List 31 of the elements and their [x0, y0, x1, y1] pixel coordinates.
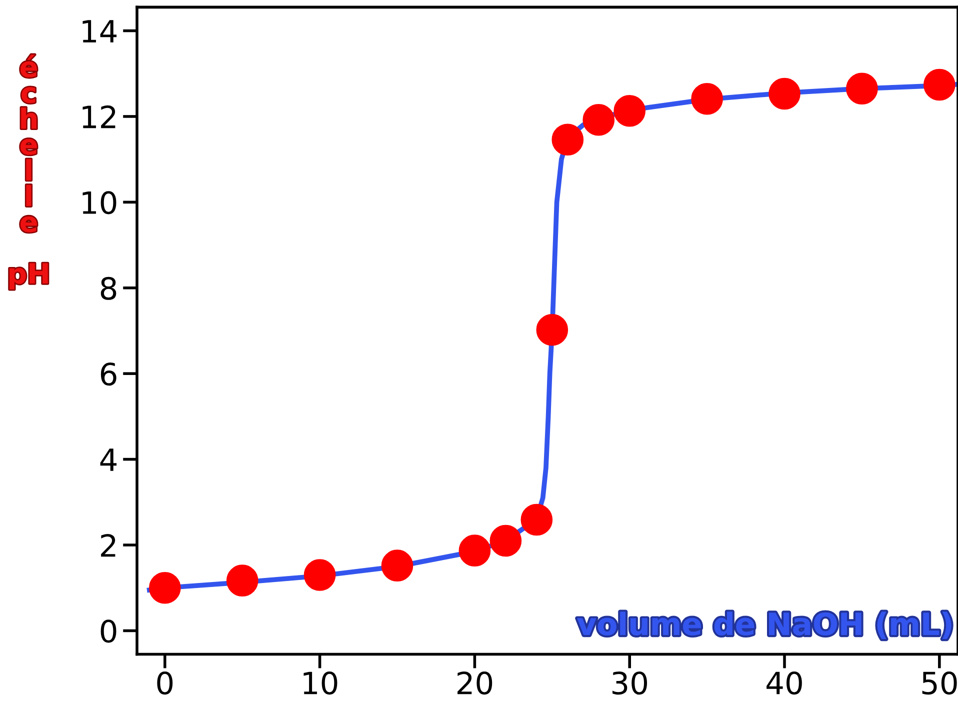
x-tick-label: 40	[766, 671, 802, 695]
point	[582, 104, 615, 136]
y-tick-label: 12	[82, 105, 116, 128]
y-tick-label: 0	[100, 620, 116, 643]
point	[226, 564, 258, 596]
point	[520, 504, 553, 536]
point	[381, 550, 414, 582]
point	[536, 314, 568, 346]
point	[458, 534, 491, 566]
point	[304, 559, 336, 591]
point	[768, 78, 800, 110]
point	[924, 68, 956, 101]
point	[614, 94, 646, 127]
point	[691, 82, 723, 115]
x-axis-title: volume de NaOH (mL)	[577, 612, 952, 640]
point	[552, 124, 584, 156]
x-tick-label: 20	[457, 671, 492, 695]
y-axis-title: échelle pH	[10, 54, 48, 290]
y-tick-label: 8	[100, 276, 116, 300]
point	[490, 524, 522, 557]
y-tick-label: 14	[82, 20, 117, 42]
y-tick-label: 4	[100, 448, 117, 471]
x-tick-label: 50	[922, 671, 957, 695]
x-tick-label: 10	[304, 671, 338, 695]
point	[148, 572, 181, 604]
x-tick-label: 0	[157, 671, 173, 695]
y-tick-label: 6	[100, 362, 116, 386]
y-tick-label: 10	[82, 191, 116, 214]
point	[846, 72, 878, 105]
x-tick-label: 30	[612, 671, 648, 695]
y-tick-label: 2	[101, 534, 116, 557]
